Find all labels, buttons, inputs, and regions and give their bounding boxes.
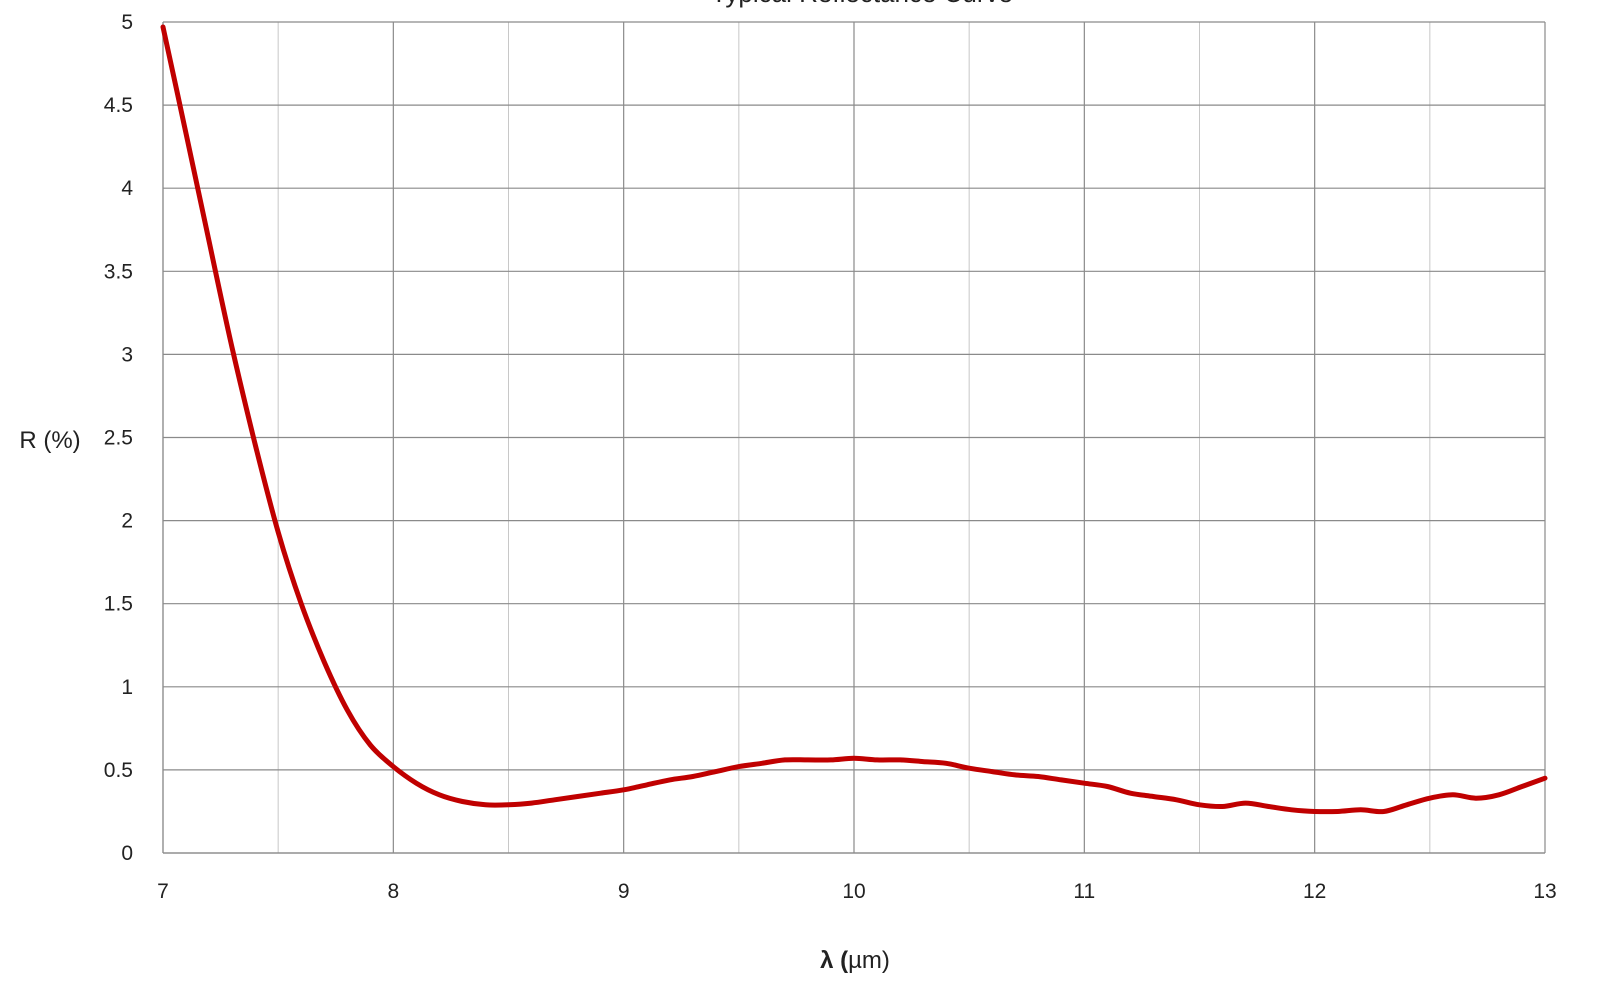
reflectance-series-line [160, 24, 1548, 815]
y-tick-label: 0 [121, 842, 133, 865]
y-tick-label: 2 [121, 510, 133, 533]
y-tick-label: 1 [121, 676, 133, 699]
x-tick-label: 13 [1533, 880, 1556, 903]
x-tick-label: 11 [1073, 880, 1095, 903]
series-layer [160, 24, 1548, 815]
y-axis-label: R (%) [19, 427, 80, 454]
y-tick-label: 3 [121, 343, 133, 366]
chart-title: Typical Reflectance Curve [711, 0, 1013, 8]
x-tick-label: 10 [842, 880, 865, 903]
x-tick-label: 12 [1303, 880, 1326, 903]
x-tick-label: 9 [618, 880, 630, 903]
grid [162, 21, 1546, 854]
y-tick-label: 3.5 [104, 260, 133, 283]
y-tick-label: 4 [121, 177, 133, 200]
y-tick-label: 0.5 [104, 759, 133, 782]
y-tick-label: 1.5 [104, 593, 133, 616]
x-tick-label: 7 [157, 880, 169, 903]
y-tick-label: 4.5 [104, 94, 133, 117]
x-tick-label: 8 [387, 880, 399, 903]
y-tick-label: 2.5 [104, 427, 133, 450]
tick-labels: 0 0.5 1 1.5 2 2.5 3 3.5 4 4.5 5 7 8 9 10 11 12 13 [104, 11, 1557, 903]
x-axis-label: λ (µm) [820, 947, 890, 974]
y-tick-label: 5 [121, 11, 133, 34]
